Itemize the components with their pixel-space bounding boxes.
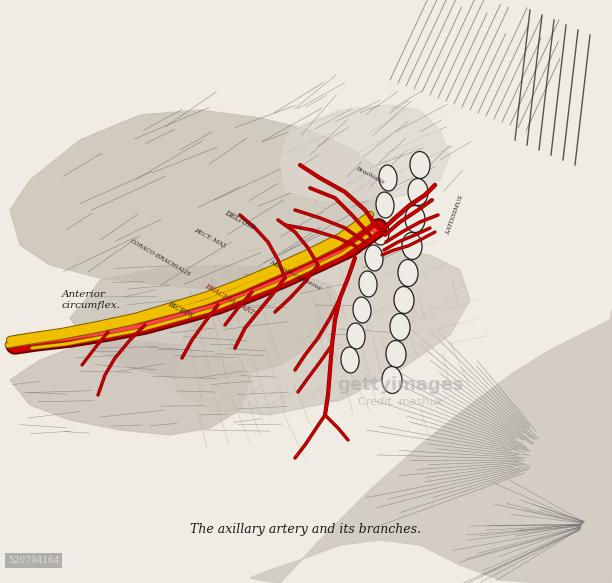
Ellipse shape [398,259,418,286]
Text: PECT. MAJ.: PECT. MAJ. [193,227,227,248]
Text: Credit: mashuk: Credit: mashuk [357,397,442,407]
Text: 520794164: 520794164 [8,556,59,565]
Ellipse shape [379,165,397,191]
Text: LATISSIMUS: LATISSIMUS [446,195,465,236]
Ellipse shape [408,178,428,205]
Ellipse shape [365,245,383,271]
Ellipse shape [405,206,425,233]
Ellipse shape [347,323,365,349]
Text: Anterior
circumflex.: Anterior circumflex. [62,290,121,310]
Ellipse shape [410,152,430,178]
Polygon shape [175,250,470,415]
Ellipse shape [371,219,389,245]
Text: The axillary artery and its branches.: The axillary artery and its branches. [190,524,422,536]
Polygon shape [280,105,450,200]
Ellipse shape [341,347,359,373]
Text: BICEPS: BICEPS [166,300,194,320]
Ellipse shape [402,233,422,259]
Text: DELTOID: DELTOID [223,209,256,231]
Polygon shape [10,110,390,290]
Polygon shape [10,340,250,435]
Ellipse shape [376,192,394,218]
Text: Musculo-cutaneous: Musculo-cutaneous [269,259,321,291]
Text: gettyimages: gettyimages [337,376,463,394]
Ellipse shape [390,314,410,340]
Ellipse shape [353,297,371,323]
Text: BRACHIAL ART.: BRACHIAL ART. [203,282,257,318]
Polygon shape [250,310,612,583]
Text: Brachialis: Brachialis [355,166,385,185]
Polygon shape [70,265,340,380]
Ellipse shape [394,286,414,314]
Text: CORACO-BRACHIALIS: CORACO-BRACHIALIS [129,238,191,278]
Ellipse shape [382,367,402,394]
Ellipse shape [359,271,377,297]
Ellipse shape [386,340,406,367]
